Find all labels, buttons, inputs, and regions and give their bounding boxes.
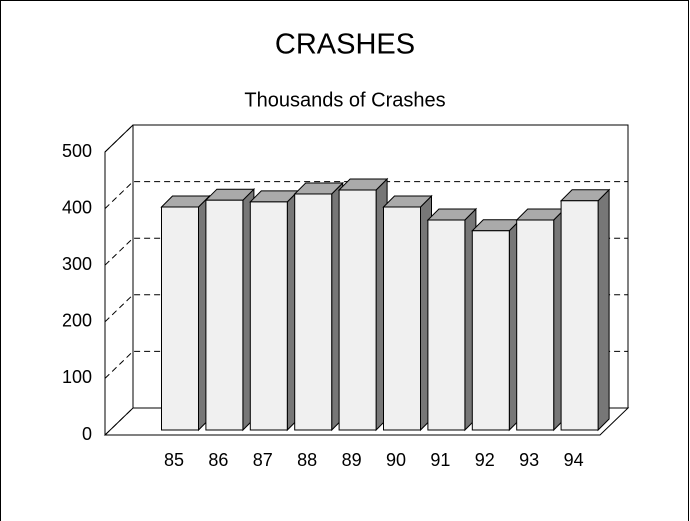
grid-line	[104, 294, 628, 323]
y-tick-label: 300	[62, 254, 92, 274]
bar	[471, 230, 510, 431]
bar	[383, 206, 421, 431]
grid-line	[104, 237, 628, 266]
bar	[427, 219, 466, 431]
x-tick-label: 85	[164, 450, 184, 470]
bar	[560, 200, 599, 431]
grid-line	[104, 181, 628, 209]
bar	[205, 199, 244, 431]
x-tick-label: 94	[564, 450, 584, 470]
bar	[294, 193, 333, 431]
bar	[338, 189, 377, 431]
x-tick-label: 91	[430, 450, 450, 470]
bar	[249, 201, 288, 431]
chart-title: CRASHES	[275, 29, 415, 61]
chart-subtitle: Thousands of Crashes	[244, 89, 445, 111]
y-tick-label: 100	[62, 367, 92, 387]
x-tick-label: 89	[342, 450, 362, 470]
y-tick-label: 200	[62, 311, 92, 331]
y-tick-label: 0	[82, 424, 92, 444]
grid-line	[104, 124, 628, 153]
x-tick-label: 90	[386, 450, 406, 470]
side-wall	[104, 124, 134, 435]
grid-line	[104, 350, 628, 379]
x-tick-label: 93	[519, 450, 539, 470]
bar	[516, 219, 555, 431]
grid-line	[104, 407, 628, 436]
x-tick-label: 92	[475, 450, 495, 470]
x-tick-label: 87	[253, 450, 273, 470]
x-tick-label: 88	[297, 450, 317, 470]
y-tick-label: 500	[62, 141, 92, 161]
bar	[161, 206, 199, 431]
bar-side	[597, 188, 610, 432]
y-tick-label: 400	[62, 197, 92, 217]
x-tick-label: 86	[208, 450, 228, 470]
